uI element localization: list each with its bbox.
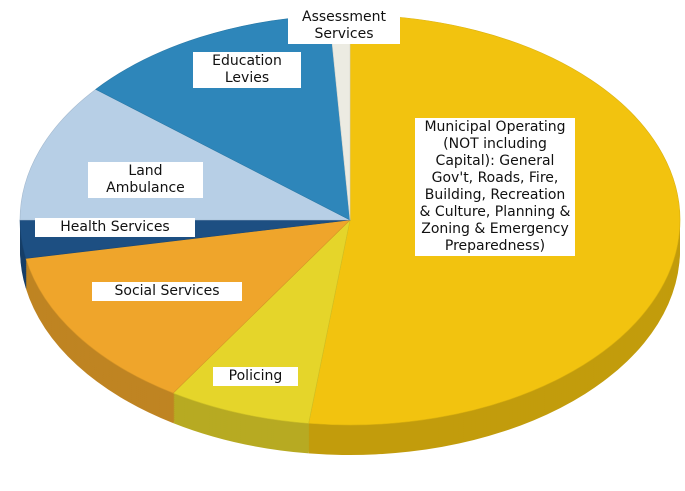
slice-label: Policing: [213, 367, 298, 386]
slice-label: Education Levies: [193, 52, 301, 88]
slice: [25, 219, 351, 394]
slice-label: Social Services: [92, 282, 242, 301]
slice-label: Land Ambulance: [88, 162, 203, 198]
slice-label: Assessment Services: [288, 8, 400, 44]
slice-label: Health Services: [35, 218, 195, 237]
slice-label: Municipal Operating (NOT including Capit…: [415, 118, 575, 256]
